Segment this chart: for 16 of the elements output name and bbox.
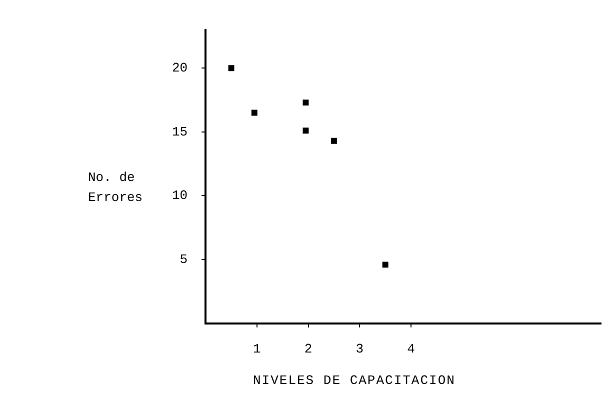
point [302,128,309,134]
point [228,65,234,72]
x-axis-title: NIVELES DE CAPACITACION [253,373,456,388]
point [331,138,337,144]
y-tick-label: 15 [172,124,188,140]
y-tick-label: 20 [172,60,188,76]
point [302,100,309,106]
x-tick-label: 1 [253,342,262,357]
y-tick-label: 5 [180,252,188,268]
point [251,110,258,116]
x-tick-label: 2 [304,342,312,357]
y-tick-label: 10 [172,188,188,204]
x-tick-label: 4 [407,342,416,357]
x-tick-label: 3 [356,342,364,357]
point [382,262,388,268]
y-axis-title: No. de Errores [88,169,144,207]
